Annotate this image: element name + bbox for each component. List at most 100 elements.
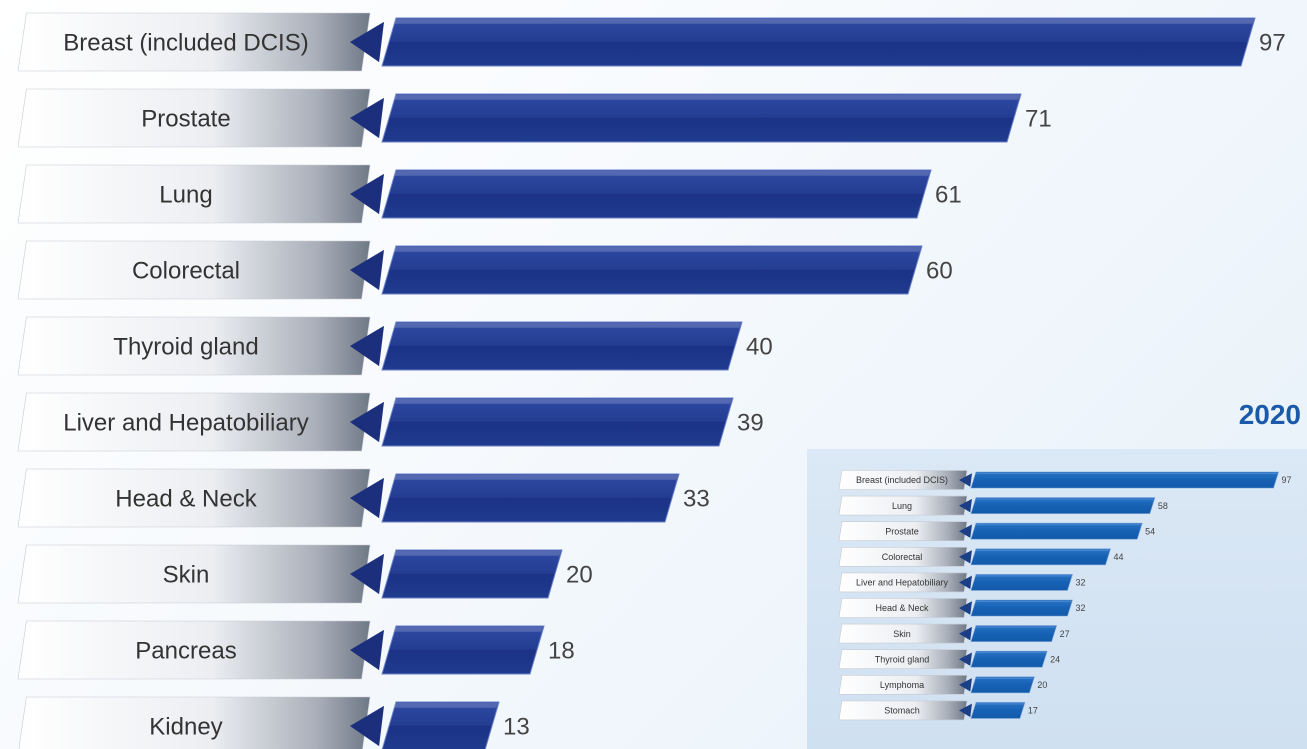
category-label: Liver and Hepatobiliary xyxy=(856,578,949,588)
category-label-plate xyxy=(17,620,371,680)
chevron-arrow-icon xyxy=(959,550,972,564)
bar-highlight xyxy=(394,247,921,252)
chevron-arrow-icon xyxy=(959,652,972,666)
bar-highlight xyxy=(394,171,930,176)
chevron-arrow-icon xyxy=(959,601,972,615)
chevron-arrow-icon xyxy=(350,21,384,63)
category-label-plate xyxy=(17,12,371,72)
category-label: Liver and Hepatobiliary xyxy=(63,410,308,437)
chevron-arrow-icon xyxy=(350,401,384,443)
inset-year-title: 2020 xyxy=(1238,399,1301,430)
bar xyxy=(381,473,680,523)
category-label: Pancreas xyxy=(135,638,236,665)
inset-panel: Breast (included DCIS) 97 Lung 58 Prostate 54… xyxy=(807,449,1307,749)
bar xyxy=(970,599,1073,617)
bar-highlight xyxy=(975,473,1278,474)
data-label: 20 xyxy=(1037,680,1047,690)
category-label-plate xyxy=(17,544,371,604)
chevron-arrow-icon xyxy=(959,498,972,513)
category-label-plate xyxy=(17,240,371,300)
bar xyxy=(381,625,545,675)
bar xyxy=(970,702,1026,719)
category-label: Breast (included DCIS) xyxy=(856,475,948,485)
category-label: Skin xyxy=(893,629,911,639)
bar-highlight xyxy=(394,19,1254,24)
bar xyxy=(970,548,1111,566)
bar xyxy=(970,574,1073,591)
bar xyxy=(381,93,1022,143)
bar-highlight xyxy=(975,677,1034,679)
data-label: 97 xyxy=(1259,30,1286,57)
data-label: 32 xyxy=(1075,578,1085,588)
bar xyxy=(381,17,1256,67)
bar-highlight xyxy=(394,627,543,632)
bar-highlight xyxy=(394,551,561,556)
category-label-plate xyxy=(838,572,968,593)
category-label: Colorectal xyxy=(132,258,240,285)
category-label-plate xyxy=(18,696,371,749)
chevron-arrow-icon xyxy=(350,553,384,595)
bar-highlight xyxy=(975,524,1142,526)
bar-highlight xyxy=(975,575,1072,577)
category-label: Prostate xyxy=(141,106,230,133)
data-label: 18 xyxy=(548,638,575,665)
chevron-arrow-icon xyxy=(350,705,384,747)
category-label-plate xyxy=(838,521,968,541)
data-label: 60 xyxy=(926,258,953,285)
category-label: Head & Neck xyxy=(875,603,929,613)
category-label-plate xyxy=(17,392,371,452)
category-label-plate xyxy=(17,316,371,376)
category-label-plate xyxy=(838,675,968,695)
category-label: Lung xyxy=(159,182,212,209)
data-label: 40 xyxy=(746,334,773,361)
chevron-arrow-icon xyxy=(350,97,384,139)
data-label: 17 xyxy=(1028,706,1038,716)
category-label: Lymphoma xyxy=(880,680,924,690)
bar-highlight xyxy=(975,652,1047,654)
data-label: 33 xyxy=(683,486,710,513)
bar xyxy=(970,650,1048,668)
chevron-arrow-icon xyxy=(959,626,972,641)
category-label: Skin xyxy=(163,562,210,589)
data-label: 54 xyxy=(1145,526,1155,536)
bar xyxy=(381,549,563,599)
category-label: Colorectal xyxy=(882,552,923,562)
chevron-arrow-icon xyxy=(350,629,384,671)
bar xyxy=(381,245,923,295)
category-label-plate xyxy=(17,164,371,224)
bar xyxy=(970,497,1156,514)
bar xyxy=(381,701,500,749)
category-label-plate xyxy=(838,700,968,721)
bar-highlight xyxy=(394,703,498,708)
category-label: Prostate xyxy=(885,526,919,536)
category-label-plate xyxy=(838,547,968,567)
category-label: Thyroid gland xyxy=(113,334,258,361)
bar xyxy=(381,169,932,219)
chevron-arrow-icon xyxy=(350,249,384,291)
category-label-plate xyxy=(838,470,968,490)
data-label: 44 xyxy=(1113,552,1123,562)
data-label: 58 xyxy=(1158,501,1168,511)
category-label: Breast (included DCIS) xyxy=(63,30,308,57)
chevron-arrow-icon xyxy=(959,524,972,538)
category-label: Thyroid gland xyxy=(875,654,930,664)
category-label: Lung xyxy=(892,501,912,511)
chevron-arrow-icon xyxy=(959,575,972,590)
bar xyxy=(381,397,734,447)
bar-highlight xyxy=(394,323,741,328)
category-label-plate xyxy=(17,88,371,148)
bar xyxy=(970,471,1279,489)
chevron-arrow-icon xyxy=(959,703,972,718)
data-label: 13 xyxy=(503,714,530,741)
category-label: Kidney xyxy=(149,714,222,741)
category-label-plate xyxy=(838,598,968,618)
bar xyxy=(381,321,743,371)
category-label: Head & Neck xyxy=(115,486,257,513)
data-label: 71 xyxy=(1025,106,1052,133)
data-label: 61 xyxy=(935,182,962,209)
data-label: 97 xyxy=(1281,475,1291,485)
data-label: 24 xyxy=(1050,654,1060,664)
data-label: 32 xyxy=(1075,603,1085,613)
bar xyxy=(970,625,1057,642)
